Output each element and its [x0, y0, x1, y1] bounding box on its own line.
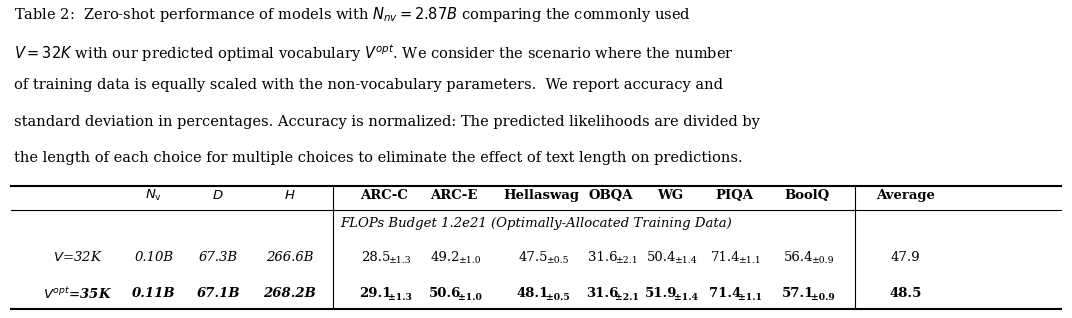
Text: Table 2:  Zero-shot performance of models with $N_{nv} = 2.87B$ comparing the co: Table 2: Zero-shot performance of models…: [14, 5, 690, 24]
Text: 51.9: 51.9: [645, 287, 678, 300]
Text: of training data is equally scaled with the non-vocabulary parameters.  We repor: of training data is equally scaled with …: [14, 78, 723, 92]
Text: 56.4: 56.4: [784, 251, 814, 264]
Text: ±0.9: ±0.9: [812, 293, 835, 302]
Text: ±1.0: ±1.0: [458, 256, 480, 266]
Text: ±2.1: ±2.1: [615, 293, 639, 302]
Text: $H$: $H$: [284, 189, 296, 202]
Text: 28.5: 28.5: [361, 251, 390, 264]
Text: $N_{\mathrm{v}}$: $N_{\mathrm{v}}$: [145, 188, 162, 203]
Text: ±1.0: ±1.0: [458, 293, 481, 302]
Text: 71.4: 71.4: [710, 287, 742, 300]
Text: ARC-C: ARC-C: [360, 189, 408, 202]
Text: ±1.3: ±1.3: [388, 256, 411, 266]
Text: ±1.4: ±1.4: [674, 256, 697, 266]
Text: 71.4: 71.4: [711, 251, 741, 264]
Text: WG: WG: [657, 189, 683, 202]
Text: ±1.1: ±1.1: [739, 293, 762, 302]
Text: 67.3B: 67.3B: [198, 251, 238, 264]
Text: 48.1: 48.1: [517, 287, 549, 300]
Text: 47.5: 47.5: [518, 251, 548, 264]
Text: 47.9: 47.9: [891, 251, 920, 264]
Text: FLOPs Budget 1.2e21 (Optimally-Allocated Training Data): FLOPs Budget 1.2e21 (Optimally-Allocated…: [340, 218, 732, 231]
Text: ±1.4: ±1.4: [674, 293, 698, 302]
Text: ±1.1: ±1.1: [739, 256, 761, 266]
Text: 50.4: 50.4: [646, 251, 676, 264]
Text: 57.1: 57.1: [783, 287, 815, 300]
Text: $V$=32K: $V$=32K: [53, 250, 103, 264]
Text: $V^{opt}$=35K: $V^{opt}$=35K: [43, 286, 113, 301]
Text: ARC-E: ARC-E: [430, 189, 477, 202]
Text: 0.11B: 0.11B: [132, 287, 176, 300]
Text: 268.2B: 268.2B: [264, 287, 316, 300]
Text: 31.6: 31.6: [586, 287, 619, 300]
Text: BoolQ: BoolQ: [785, 189, 830, 202]
Text: 67.1B: 67.1B: [196, 287, 240, 300]
Text: the length of each choice for multiple choices to eliminate the effect of text l: the length of each choice for multiple c…: [14, 151, 742, 165]
Text: Hellaswag: Hellaswag: [504, 189, 579, 202]
Text: ±0.5: ±0.5: [546, 256, 568, 266]
Text: $V = 32K$ with our predicted optimal vocabulary $V^{opt}$. We consider the scena: $V = 32K$ with our predicted optimal voc…: [14, 42, 733, 64]
Text: 0.10B: 0.10B: [134, 251, 174, 264]
Text: Average: Average: [876, 189, 935, 202]
Text: 29.1: 29.1: [359, 287, 391, 300]
Text: 31.6: 31.6: [587, 251, 617, 264]
Text: 48.5: 48.5: [889, 287, 922, 300]
Text: ±0.5: ±0.5: [546, 293, 569, 302]
Text: 50.6: 50.6: [429, 287, 461, 300]
Text: PIQA: PIQA: [715, 189, 753, 202]
Text: $D$: $D$: [212, 189, 224, 202]
Text: ±2.1: ±2.1: [615, 256, 638, 266]
Text: standard deviation in percentages. Accuracy is normalized: The predicted likelih: standard deviation in percentages. Accur…: [14, 115, 759, 129]
Text: 266.6B: 266.6B: [266, 251, 313, 264]
Text: 49.2: 49.2: [430, 251, 460, 264]
Text: OBQA: OBQA: [589, 189, 634, 202]
Text: ±1.3: ±1.3: [388, 293, 413, 302]
Text: ±0.9: ±0.9: [812, 256, 834, 266]
